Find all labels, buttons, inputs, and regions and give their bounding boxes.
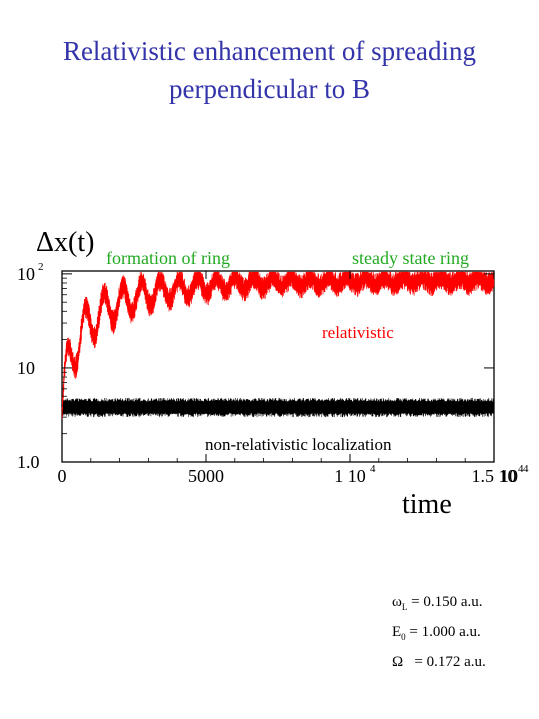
x-axis-multiplier-exponent: 4 [518, 463, 524, 475]
y-tick-label: 10 [17, 358, 35, 378]
annotation-formation-of-ring: formation of ring [106, 248, 230, 268]
annotation-steady-state-ring: steady state ring [352, 248, 469, 268]
series-label-relativistic: relativistic [322, 323, 394, 342]
title-line-2: perpendicular to B [169, 74, 370, 104]
param-subscript: L [401, 602, 408, 612]
x-axis-multiplier: 10 [500, 466, 518, 486]
param-row-omega-l: ωL = 0.150 a.u. [392, 590, 486, 620]
x-tick-label: 0 [58, 466, 67, 486]
plot-frame [61, 270, 495, 463]
param-subscript: 0 [401, 632, 406, 642]
x-tick-label: 1.5 10 [472, 466, 517, 486]
y-tick-label-exponent: 2 [38, 261, 44, 273]
param-value: = 0.150 a.u. [407, 594, 483, 610]
series-label-nonrelativistic: non-relativistic localization [205, 435, 392, 454]
y-tick-label: 1.0 [17, 452, 40, 472]
x-axis-label: time [402, 489, 452, 520]
x-tick-label-exponent: 4 [370, 463, 376, 475]
param-row-e0: E0 = 1.000 a.u. [392, 620, 486, 650]
param-symbol: E [392, 624, 402, 640]
parameter-list: ωL = 0.150 a.u. E0 = 1.000 a.u. Ω = 0.17… [392, 590, 486, 680]
x-tick-label-exponent: 4 [523, 463, 529, 475]
param-value: = 1.000 a.u. [405, 624, 481, 640]
title-line-1: Relativistic enhancement of spreading [62, 36, 477, 66]
series-relativistic-line [61, 271, 495, 420]
x-tick-label: 1 10 [334, 466, 366, 486]
y-axis-label: Δx(t) [36, 227, 94, 258]
param-symbol: ω [392, 594, 402, 610]
param-row-omega: Ω = 0.172 a.u. [392, 650, 486, 680]
series-layer [61, 271, 495, 420]
y-tick-label: 10 [17, 264, 35, 284]
series-nonrelativistic-line [61, 397, 495, 418]
x-tick-label: 5000 [188, 466, 224, 486]
param-symbol: Ω [392, 654, 404, 670]
param-value: = 0.172 a.u. [403, 654, 486, 670]
